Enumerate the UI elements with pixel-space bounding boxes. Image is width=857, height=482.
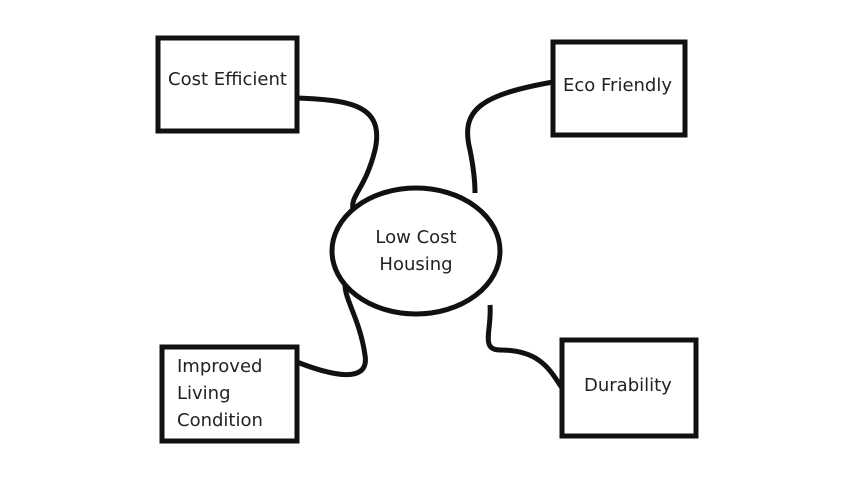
connector-durability	[485, 304, 565, 390]
ellipse-low-cost-housing	[329, 185, 503, 317]
label-line: Living	[177, 383, 231, 404]
box-improved-living	[159, 344, 300, 444]
connector-improved-living	[296, 284, 368, 378]
connector-cost-efficient	[296, 95, 380, 211]
box-cost-efficient	[155, 35, 300, 134]
label-line: Housing	[379, 254, 453, 275]
label-line: Condition	[177, 410, 263, 431]
label-durability: Durability	[584, 375, 672, 396]
label-cost-efficient: Cost Efficient	[168, 69, 287, 90]
label-improved-living: Improved Living Condition	[177, 353, 263, 434]
label-eco-friendly: Eco Friendly	[563, 75, 673, 96]
box-eco-friendly	[550, 39, 688, 138]
connector-eco-friendly	[465, 79, 554, 194]
label-low-cost-housing: Low Cost Housing	[332, 224, 500, 278]
label-line: Improved	[177, 356, 263, 377]
label-line: Low Cost	[375, 227, 457, 248]
